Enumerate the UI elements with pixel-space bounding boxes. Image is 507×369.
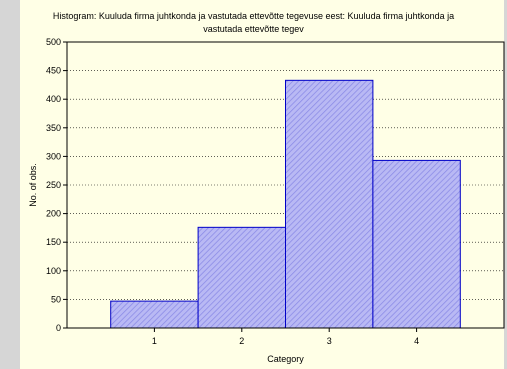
x-tick-label: 2 <box>239 336 244 346</box>
bar-category-1 <box>110 300 199 329</box>
bars <box>110 79 461 329</box>
y-tick-label: 450 <box>46 66 61 76</box>
y-tick-label: 400 <box>46 94 61 104</box>
x-tick-label: 3 <box>327 336 332 346</box>
y-tick-label: 200 <box>46 209 61 219</box>
y-tick-label: 0 <box>56 323 61 333</box>
x-tick-label: 4 <box>414 336 419 346</box>
y-axis-ticks: 0 50 100 150 200 250 300 350 400 450 500 <box>46 37 67 333</box>
x-axis-label: Category <box>267 354 304 364</box>
y-tick-label: 100 <box>46 266 61 276</box>
chart-title-line-1: Histogram: Kuuluda firma juhtkonda ja va… <box>52 11 455 21</box>
y-tick-label: 150 <box>46 237 61 247</box>
chart-title: Histogram: Kuuluda firma juhtkonda ja va… <box>0 10 507 36</box>
left-frame-strip <box>0 0 20 369</box>
chart-title-line-2: vastutada ettevõtte tegev <box>203 24 304 34</box>
grid-lines <box>67 70 504 300</box>
x-axis-ticks: 1 2 3 4 <box>152 328 419 346</box>
bar-category-4 <box>372 159 461 329</box>
y-tick-label: 250 <box>46 180 61 190</box>
y-tick-label: 50 <box>51 294 61 304</box>
right-frame-strip <box>504 0 507 369</box>
y-tick-label: 350 <box>46 123 61 133</box>
y-axis-label: No. of obs. <box>28 163 38 207</box>
y-tick-label: 300 <box>46 151 61 161</box>
x-tick-label: 1 <box>152 336 157 346</box>
y-tick-label: 500 <box>46 37 61 47</box>
bar-category-2 <box>197 226 287 329</box>
bar-category-3 <box>285 79 374 329</box>
